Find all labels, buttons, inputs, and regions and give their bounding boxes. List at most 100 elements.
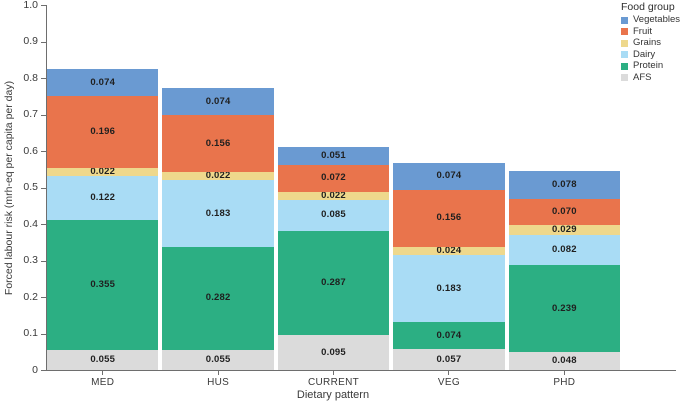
bar-segment-fruit: 0.196 (47, 96, 159, 168)
segment-value-label: 0.074 (436, 170, 462, 182)
segment-value-label: 0.074 (205, 95, 231, 107)
legend-item-vegetables: Vegetables (621, 15, 680, 25)
x-axis-title: Dietary pattern (296, 389, 370, 401)
bar-segment-grains: 0.024 (393, 246, 505, 256)
y-tick-mark (41, 187, 46, 189)
y-tick-label: 0.6 (23, 144, 38, 157)
bar-segment-afs: 0.048 (508, 352, 621, 370)
y-tick-label: 0.1 (23, 327, 38, 339)
y-tick-label: 1.0 (23, 0, 38, 11)
bar-segment-dairy: 0.082 (508, 235, 621, 266)
x-tick-mark (448, 371, 450, 375)
legend-item-dairy: Dairy (621, 49, 680, 60)
bar-segment-afs: 0.057 (393, 349, 505, 370)
bar-segment-fruit: 0.072 (277, 165, 390, 192)
x-axis-category: MED (47, 371, 158, 388)
legend-swatch (621, 39, 628, 47)
segment-value-label: 0.057 (436, 353, 462, 365)
segment-value-label: 0.048 (551, 355, 577, 367)
segment-value-label: 0.122 (90, 192, 116, 204)
legend-swatch (621, 74, 628, 81)
x-tick-mark (217, 371, 219, 375)
legend-title: Food group (621, 1, 675, 13)
bar-segment-protein: 0.074 (393, 322, 505, 350)
y-tick-mark (41, 41, 46, 43)
x-axis-line (46, 370, 676, 371)
y-tick-mark (41, 5, 46, 6)
segment-value-label: 0.085 (321, 209, 346, 221)
segment-value-label: 0.156 (205, 137, 231, 149)
segment-value-label: 0.355 (90, 279, 116, 291)
segment-value-label: 0.055 (205, 353, 231, 365)
bar-segment-protein: 0.355 (47, 220, 159, 350)
segment-value-label: 0.074 (90, 76, 116, 88)
bar-segment-vegetables: 0.074 (162, 88, 274, 116)
bar-segment-dairy: 0.183 (162, 180, 274, 248)
y-tick-mark (41, 370, 46, 371)
x-tick-label: CURRENT (308, 377, 360, 388)
legend-item-label: Fruit (633, 25, 652, 37)
bar-segment-protein: 0.239 (508, 265, 621, 353)
legend-item-protein: Protein (621, 61, 680, 71)
bar-segment-dairy: 0.122 (47, 175, 159, 221)
bar-segment-fruit: 0.156 (162, 115, 274, 173)
y-tick-mark (41, 224, 46, 225)
legend-item-label: Grains (633, 37, 661, 48)
legend-item-fruit: Fruit (621, 25, 680, 37)
x-tick-mark (333, 371, 335, 375)
legend-item-label: Vegetables (633, 14, 681, 25)
x-axis-category: VEG (393, 371, 504, 388)
y-tick-mark (41, 78, 46, 79)
bar-segment-fruit: 0.070 (508, 199, 621, 225)
x-axis-category: PHD (509, 371, 620, 388)
segment-value-label: 0.029 (551, 224, 577, 236)
legend-item-grains: Grains (621, 38, 680, 48)
bar-segment-grains: 0.022 (277, 189, 390, 201)
bar-hus: 0.055 0.282 0.183 0.022 0.156 0.074 (162, 5, 274, 370)
x-tick-label: HUS (207, 377, 230, 388)
bar-segment-vegetables: 0.074 (47, 69, 159, 97)
y-tick-label: 0 (32, 363, 38, 376)
x-axis-category: CURRENT (278, 371, 389, 388)
bar-segment-afs: 0.055 (162, 349, 274, 370)
segment-value-label: 0.196 (90, 126, 116, 138)
y-axis-line (46, 5, 47, 370)
bar-phd: 0.048 0.239 0.082 0.029 0.070 0.078 (508, 5, 621, 370)
segment-value-label: 0.022 (321, 189, 346, 201)
segment-value-label: 0.070 (551, 205, 577, 217)
bar-segment-vegetables: 0.078 (508, 170, 621, 200)
bar-segment-protein: 0.282 (162, 247, 274, 350)
bar-segment-dairy: 0.085 (277, 199, 390, 231)
y-tick-mark (41, 333, 46, 335)
legend-items: Vegetables Fruit Grains Dairy Protein AFS (621, 15, 680, 83)
y-tick-label: 0.2 (23, 290, 38, 303)
segment-value-label: 0.022 (205, 170, 231, 182)
segment-value-label: 0.055 (90, 353, 116, 365)
legend-item-label: AFS (633, 71, 652, 83)
bar-segment-grains: 0.022 (162, 170, 274, 182)
bar-med: 0.055 0.355 0.122 0.022 0.196 0.074 (47, 5, 159, 370)
legend-swatch (621, 16, 628, 24)
segment-value-label: 0.078 (551, 178, 577, 190)
y-tick-label: 0.9 (23, 35, 38, 47)
y-tick-label: 0.4 (23, 217, 38, 230)
segment-value-label: 0.156 (436, 212, 462, 224)
legend: Food group Vegetables Fruit Grains Dairy Pro… (621, 1, 680, 84)
y-tick-mark (41, 114, 46, 116)
x-tick-mark (563, 371, 565, 375)
bar-segment-grains: 0.022 (47, 165, 159, 177)
x-tick-label: MED (91, 377, 115, 388)
y-tick-label: 0.5 (23, 181, 38, 193)
x-tick-label: PHD (553, 377, 576, 388)
bar-segment-grains: 0.029 (508, 224, 621, 236)
segment-value-label: 0.022 (90, 165, 116, 177)
bar-segment-vegetables: 0.051 (277, 146, 390, 166)
x-axis: MED HUS CURRENT VEG PHD (47, 371, 620, 388)
segment-value-label: 0.072 (321, 172, 346, 184)
bar-segment-fruit: 0.156 (393, 189, 505, 247)
y-tick-label: 0.7 (23, 108, 38, 120)
segment-value-label: 0.183 (436, 282, 462, 294)
segment-value-label: 0.082 (551, 244, 577, 256)
segment-value-label: 0.051 (321, 149, 346, 161)
